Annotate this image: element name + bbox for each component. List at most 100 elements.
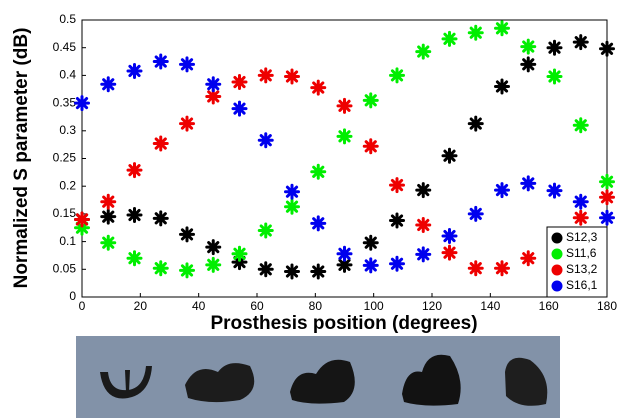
marker xyxy=(284,183,300,200)
marker xyxy=(74,211,90,228)
y-tick-label: 0 xyxy=(69,289,76,303)
marker xyxy=(205,76,222,93)
x-tick-label: 180 xyxy=(597,299,617,313)
marker xyxy=(284,68,300,85)
x-tick-label: 20 xyxy=(134,299,148,313)
marker xyxy=(152,53,169,70)
marker xyxy=(599,40,615,57)
marker xyxy=(336,97,353,114)
marker xyxy=(520,38,537,55)
marker xyxy=(572,34,589,51)
prosthesis-photos xyxy=(76,336,560,418)
marker xyxy=(284,198,300,215)
marker xyxy=(257,67,274,84)
marker xyxy=(257,132,274,149)
marker xyxy=(520,250,537,267)
marker xyxy=(415,246,432,263)
marker xyxy=(415,43,432,60)
marker xyxy=(467,24,484,41)
legend-swatch xyxy=(551,264,563,276)
x-tick-label: 100 xyxy=(364,299,384,313)
marker xyxy=(599,209,615,226)
marker xyxy=(415,216,432,233)
marker xyxy=(74,95,90,112)
marker xyxy=(572,117,589,134)
y-tick-label: 0.2 xyxy=(59,178,76,192)
marker xyxy=(494,182,510,199)
y-tick-label: 0.1 xyxy=(59,234,76,248)
marker xyxy=(126,250,143,267)
marker xyxy=(231,254,248,271)
marker xyxy=(205,256,222,273)
y-tick-label: 0.3 xyxy=(59,123,76,137)
marker xyxy=(415,182,432,199)
marker xyxy=(205,239,222,256)
marker xyxy=(179,56,195,73)
marker xyxy=(389,212,405,229)
marker xyxy=(546,182,563,199)
marker xyxy=(546,68,563,85)
legend-label: S16,1 xyxy=(566,278,598,292)
marker xyxy=(362,92,379,109)
legend-swatch xyxy=(551,248,563,260)
marker xyxy=(152,135,169,152)
marker xyxy=(520,175,537,192)
x-tick-label: 0 xyxy=(79,299,86,313)
marker xyxy=(336,128,353,145)
marker xyxy=(100,208,117,225)
marker xyxy=(572,193,589,210)
marker xyxy=(179,262,195,279)
x-tick-label: 160 xyxy=(539,299,559,313)
marker xyxy=(441,30,458,47)
legend-swatch xyxy=(551,280,563,292)
y-tick-label: 0.4 xyxy=(59,68,76,82)
marker xyxy=(179,115,195,132)
marker xyxy=(126,62,143,79)
marker xyxy=(494,78,510,95)
marker xyxy=(100,76,117,93)
x-tick-label: 60 xyxy=(250,299,264,313)
x-axis-label: Prosthesis position (degrees) xyxy=(210,313,477,334)
x-tick-label: 140 xyxy=(480,299,500,313)
marker xyxy=(441,228,458,245)
marker xyxy=(467,115,484,132)
marker xyxy=(205,88,222,105)
marker xyxy=(231,100,248,117)
marker xyxy=(310,79,327,96)
marker xyxy=(310,163,327,180)
marker xyxy=(231,74,248,91)
marker xyxy=(257,261,274,278)
marker xyxy=(389,255,405,272)
marker xyxy=(494,20,510,37)
marker xyxy=(126,207,143,224)
marker xyxy=(494,260,510,277)
marker xyxy=(572,209,589,226)
marker xyxy=(441,147,458,164)
marker xyxy=(179,226,195,243)
marker xyxy=(310,263,327,280)
y-tick-label: 0.05 xyxy=(53,261,77,275)
marker xyxy=(441,244,458,261)
marker xyxy=(362,234,379,251)
marker xyxy=(152,210,169,227)
marker xyxy=(520,56,537,73)
marker xyxy=(100,193,117,210)
marker xyxy=(126,162,143,179)
x-tick-label: 40 xyxy=(192,299,206,313)
legend-label: S13,2 xyxy=(566,262,598,276)
legend-swatch xyxy=(551,232,563,244)
x-tick-label: 120 xyxy=(422,299,442,313)
marker xyxy=(74,219,90,236)
marker xyxy=(284,263,300,280)
marker xyxy=(362,257,379,274)
marker xyxy=(336,256,353,273)
legend-label: S12,3 xyxy=(566,230,598,244)
y-axis-label: Normalized S parameter (dB) xyxy=(11,28,32,289)
marker xyxy=(336,245,353,262)
y-tick-label: 0.15 xyxy=(53,206,77,220)
y-tick-label: 0.45 xyxy=(53,40,77,54)
marker xyxy=(310,215,327,232)
marker xyxy=(362,138,379,155)
marker xyxy=(389,67,405,84)
